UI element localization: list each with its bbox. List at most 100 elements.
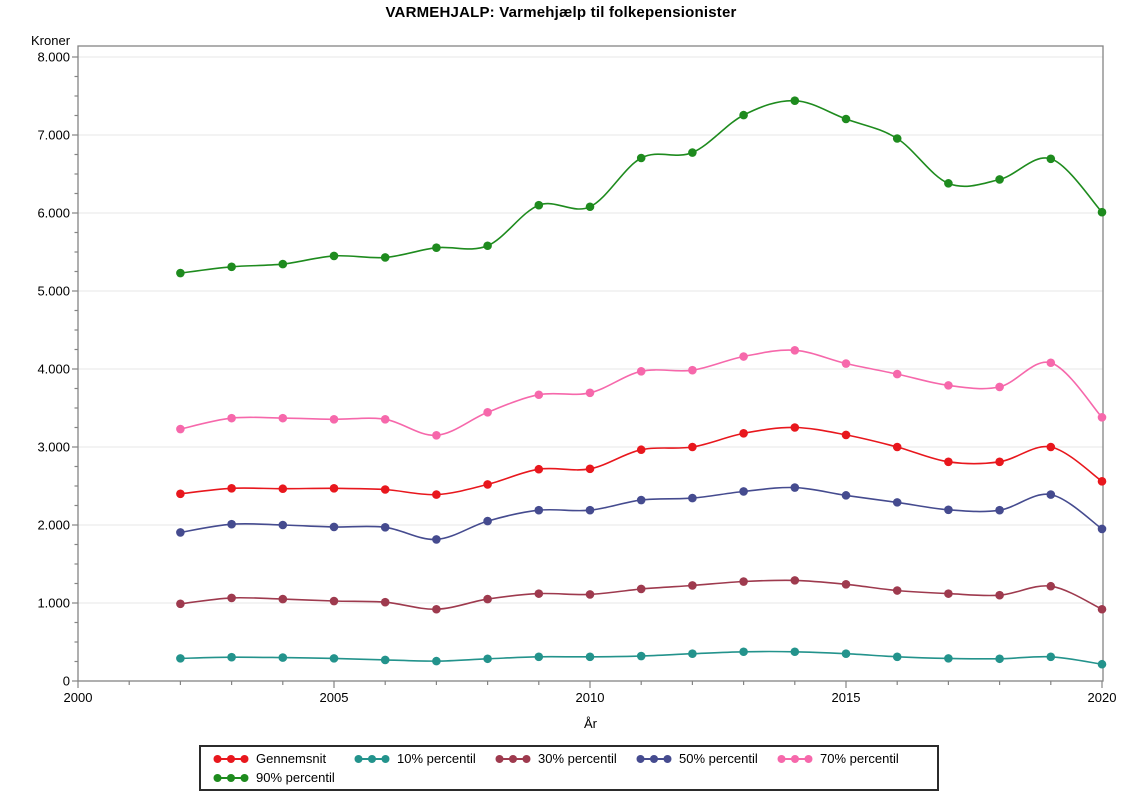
y-tick-label: 6.000 bbox=[37, 206, 70, 221]
data-point-marker bbox=[176, 424, 185, 434]
data-point-marker bbox=[841, 649, 851, 658]
data-point-marker bbox=[636, 495, 646, 505]
data-point-marker bbox=[176, 599, 185, 609]
legend-label: 90% percentil bbox=[256, 770, 335, 785]
legend-item: 10% percentil bbox=[354, 749, 495, 768]
legend-dot bbox=[636, 754, 645, 763]
data-point-marker bbox=[534, 200, 544, 210]
series-30-percentil bbox=[176, 576, 1107, 614]
data-point-marker bbox=[176, 489, 185, 499]
data-point-marker bbox=[278, 484, 288, 494]
data-point-marker bbox=[483, 654, 492, 664]
data-point-marker bbox=[739, 429, 748, 438]
data-point-marker bbox=[841, 491, 851, 500]
data-point-marker bbox=[892, 442, 902, 452]
x-tick-label: 2015 bbox=[832, 690, 861, 705]
data-point-marker bbox=[227, 652, 236, 662]
data-point-marker bbox=[227, 484, 236, 493]
data-point-marker bbox=[1046, 490, 1056, 499]
data-point-marker bbox=[432, 490, 441, 499]
x-tick-label: 2020 bbox=[1088, 690, 1117, 705]
series-line bbox=[180, 579, 1103, 611]
data-point-marker bbox=[1097, 477, 1107, 486]
series-90-percentil bbox=[176, 96, 1107, 278]
legend-dot bbox=[804, 754, 813, 763]
data-point-marker bbox=[278, 259, 288, 269]
data-point-marker bbox=[995, 457, 1004, 467]
legend-marker-sample bbox=[777, 754, 813, 763]
data-point-marker bbox=[688, 581, 697, 590]
legend-item: 30% percentil bbox=[495, 749, 636, 768]
data-point-marker bbox=[534, 390, 544, 400]
y-tick-label: 0 bbox=[63, 674, 70, 689]
data-point-marker bbox=[585, 464, 595, 474]
data-point-marker bbox=[739, 647, 748, 657]
data-point-marker bbox=[1046, 442, 1056, 452]
data-point-marker bbox=[841, 430, 851, 440]
data-point-marker bbox=[995, 382, 1004, 392]
data-point-marker bbox=[739, 487, 748, 496]
legend-dot bbox=[227, 754, 235, 763]
legend-dot bbox=[227, 773, 235, 782]
data-point-marker bbox=[1046, 581, 1056, 591]
data-point-marker bbox=[636, 584, 646, 594]
data-point-marker bbox=[688, 493, 697, 503]
y-tick-label: 3.000 bbox=[37, 440, 70, 455]
legend-dot bbox=[663, 754, 672, 763]
y-tick-label: 2.000 bbox=[37, 518, 70, 533]
data-point-marker bbox=[534, 652, 544, 662]
data-point-marker bbox=[995, 505, 1004, 515]
data-point-marker bbox=[892, 586, 902, 595]
legend-dot bbox=[509, 754, 517, 763]
data-point-marker bbox=[790, 96, 800, 105]
data-point-marker bbox=[329, 251, 339, 261]
data-point-marker bbox=[944, 505, 953, 515]
legend-dot bbox=[791, 754, 799, 763]
x-tick-label: 2005 bbox=[320, 690, 349, 705]
data-point-marker bbox=[790, 345, 800, 355]
data-point-marker bbox=[432, 431, 441, 440]
data-point-marker bbox=[636, 153, 646, 163]
x-axis-title: År bbox=[584, 716, 597, 731]
data-point-marker bbox=[585, 388, 595, 398]
x-tick-label: 2000 bbox=[64, 690, 93, 705]
data-point-marker bbox=[1097, 524, 1107, 534]
legend-marker-sample bbox=[495, 754, 531, 763]
legend-dot bbox=[522, 754, 531, 763]
series-10-percentil bbox=[176, 647, 1107, 669]
legend-label: 50% percentil bbox=[679, 751, 758, 766]
data-point-marker bbox=[995, 654, 1004, 664]
data-point-marker bbox=[790, 483, 800, 492]
data-point-marker bbox=[534, 589, 544, 598]
data-point-marker bbox=[944, 654, 953, 663]
series-line bbox=[180, 99, 1103, 274]
data-point-marker bbox=[688, 649, 697, 658]
series-70-percentil bbox=[176, 345, 1107, 440]
series-gennemsnit bbox=[176, 423, 1107, 499]
series-line bbox=[180, 486, 1103, 541]
data-point-marker bbox=[278, 520, 288, 530]
legend-marker-sample bbox=[213, 773, 249, 782]
legend-marker-sample bbox=[354, 754, 390, 763]
data-point-marker bbox=[636, 651, 646, 661]
data-point-marker bbox=[227, 593, 236, 603]
data-point-marker bbox=[483, 594, 492, 604]
legend-label: 30% percentil bbox=[538, 751, 617, 766]
legend-dot bbox=[240, 754, 249, 763]
plot-frame bbox=[77, 45, 1104, 682]
y-axis-title: Kroner bbox=[31, 33, 71, 48]
legend-item: 70% percentil bbox=[777, 749, 918, 768]
data-point-marker bbox=[432, 535, 441, 544]
gridlines bbox=[78, 56, 1103, 604]
legend-dot bbox=[240, 773, 249, 782]
data-point-marker bbox=[483, 241, 492, 251]
legend-item: 90% percentil bbox=[213, 768, 354, 787]
legend-dot bbox=[495, 754, 504, 763]
y-tick-label: 5.000 bbox=[37, 284, 70, 299]
legend-dot bbox=[213, 754, 222, 763]
y-tick-label: 7.000 bbox=[37, 128, 70, 143]
data-point-marker bbox=[739, 352, 748, 361]
legend-marker-sample bbox=[213, 754, 249, 763]
data-point-marker bbox=[380, 655, 390, 665]
series-line bbox=[180, 426, 1103, 496]
